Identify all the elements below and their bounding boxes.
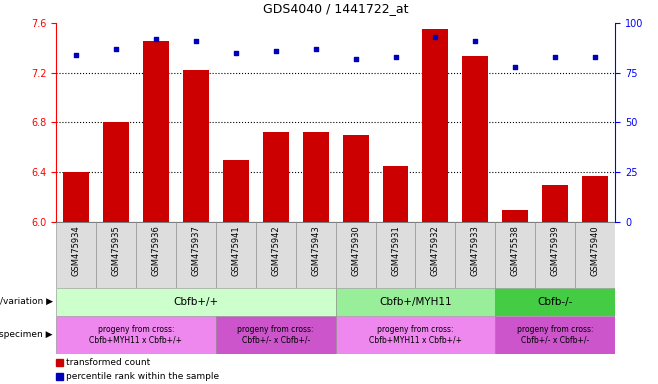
Text: GSM475940: GSM475940 <box>591 226 599 276</box>
Bar <box>455 222 495 288</box>
Point <box>230 50 241 56</box>
Point <box>550 53 561 60</box>
Text: progeny from cross:
Cbfb+MYH11 x Cbfb+/+: progeny from cross: Cbfb+MYH11 x Cbfb+/+ <box>89 325 182 345</box>
Text: progeny from cross:
Cbfb+/- x Cbfb+/-: progeny from cross: Cbfb+/- x Cbfb+/- <box>238 325 314 345</box>
Text: GSM475939: GSM475939 <box>551 226 560 276</box>
Text: percentile rank within the sample: percentile rank within the sample <box>66 372 219 381</box>
Text: GSM475941: GSM475941 <box>231 226 240 276</box>
Text: Cbfb-/-: Cbfb-/- <box>538 296 573 307</box>
Text: GSM475937: GSM475937 <box>191 226 200 276</box>
Point <box>311 46 321 52</box>
Point <box>111 46 121 52</box>
Point <box>70 51 81 58</box>
Bar <box>56 359 63 366</box>
Bar <box>575 222 615 288</box>
Bar <box>495 316 615 354</box>
Text: GSM475935: GSM475935 <box>111 226 120 276</box>
Bar <box>103 122 129 222</box>
Bar <box>382 166 409 222</box>
Bar <box>582 176 608 222</box>
Bar <box>495 222 536 288</box>
Text: GSM475538: GSM475538 <box>511 226 520 276</box>
Bar <box>263 132 289 222</box>
Bar <box>216 222 256 288</box>
Point <box>470 38 480 44</box>
Bar <box>495 288 615 316</box>
Text: GSM475934: GSM475934 <box>72 226 80 276</box>
Bar <box>376 222 415 288</box>
Bar <box>336 222 376 288</box>
Bar <box>336 288 495 316</box>
Bar <box>143 41 169 222</box>
Text: progeny from cross:
Cbfb+MYH11 x Cbfb+/+: progeny from cross: Cbfb+MYH11 x Cbfb+/+ <box>369 325 462 345</box>
Bar <box>422 29 449 222</box>
Text: GSM475943: GSM475943 <box>311 226 320 276</box>
Point <box>270 48 281 54</box>
Bar <box>96 222 136 288</box>
Text: Cbfb+/+: Cbfb+/+ <box>173 296 218 307</box>
Bar <box>222 160 249 222</box>
Bar <box>295 222 336 288</box>
Point <box>151 36 161 42</box>
Bar <box>303 132 328 222</box>
Bar <box>463 56 488 222</box>
Text: genotype/variation ▶: genotype/variation ▶ <box>0 297 53 306</box>
Text: GSM475930: GSM475930 <box>351 226 360 276</box>
Bar <box>336 316 495 354</box>
Bar <box>343 135 368 222</box>
Text: specimen ▶: specimen ▶ <box>0 330 53 339</box>
Bar <box>56 288 336 316</box>
Bar <box>415 222 455 288</box>
Bar <box>176 222 216 288</box>
Point <box>390 53 401 60</box>
Bar <box>256 222 295 288</box>
Text: GSM475936: GSM475936 <box>151 226 161 276</box>
Bar <box>183 70 209 222</box>
Text: Cbfb+/MYH11: Cbfb+/MYH11 <box>379 296 452 307</box>
Text: GSM475932: GSM475932 <box>431 226 440 276</box>
Bar <box>63 172 89 222</box>
Bar <box>536 222 575 288</box>
Bar <box>216 316 336 354</box>
Text: transformed count: transformed count <box>66 358 150 367</box>
Point <box>510 63 520 70</box>
Text: GSM475933: GSM475933 <box>471 226 480 276</box>
Bar <box>56 222 96 288</box>
Text: GSM475931: GSM475931 <box>391 226 400 276</box>
Bar <box>136 222 176 288</box>
Bar <box>56 373 63 380</box>
Bar <box>56 316 216 354</box>
Bar <box>542 185 569 222</box>
Point <box>590 53 601 60</box>
Text: GSM475942: GSM475942 <box>271 226 280 276</box>
Text: progeny from cross:
Cbfb+/- x Cbfb+/-: progeny from cross: Cbfb+/- x Cbfb+/- <box>517 325 594 345</box>
Point <box>430 33 441 40</box>
Point <box>191 38 201 44</box>
Text: GDS4040 / 1441722_at: GDS4040 / 1441722_at <box>263 2 409 15</box>
Point <box>350 56 361 62</box>
Bar <box>502 210 528 222</box>
